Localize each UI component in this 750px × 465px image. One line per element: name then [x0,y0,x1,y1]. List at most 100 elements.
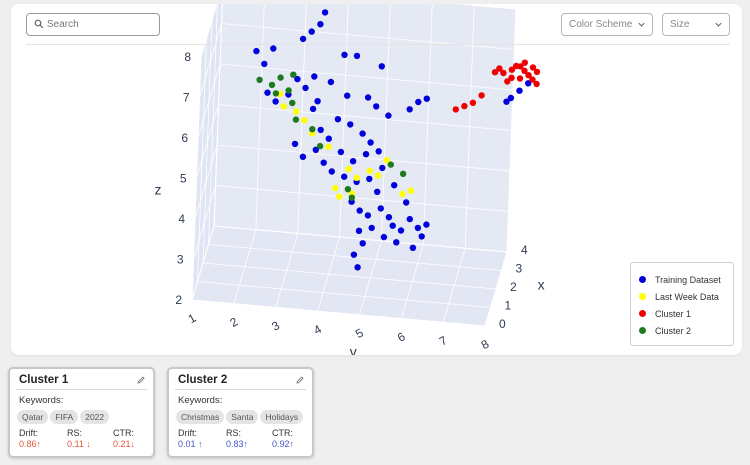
data-point [316,142,324,150]
data-point [355,227,363,234]
data-point [452,106,459,113]
metric-value: 0.92 [272,439,290,449]
metric-value: 0.11 [67,439,84,449]
data-point [491,69,499,76]
data-point [317,126,324,134]
data-point [327,78,335,86]
y-tick-label: 4 [311,322,324,338]
metric-label: CTR: [272,428,293,438]
data-point [469,99,477,107]
keyword-chip[interactable]: FIFA [50,410,79,424]
data-point [344,92,351,99]
keywords-label: Keywords: [19,395,64,406]
legend-label: Cluster 1 [655,309,692,319]
data-point [461,102,468,110]
data-point [418,233,425,240]
data-point [375,148,382,155]
data-point [344,186,352,193]
ctr-metric: CTR: 0.21↓ [113,428,135,449]
data-point [299,35,307,43]
size-select[interactable]: Size [662,13,730,36]
data-point [302,84,309,92]
data-point [374,188,381,195]
data-point [311,73,318,80]
data-point [368,224,375,232]
legend-label: Cluster 2 [655,326,692,336]
data-point [496,65,503,72]
y-tick-label: 8 [479,337,492,353]
back-grid-line [216,144,511,172]
keyword-chip[interactable]: Santa [226,410,259,424]
metric-label: Drift: [19,428,38,438]
divider [16,389,147,390]
data-point [409,244,417,251]
data-point [321,9,329,16]
data-point [407,187,414,194]
keyword-chip[interactable]: Christmas [176,410,225,424]
data-point [270,45,277,52]
data-point [334,116,342,123]
metric-value: 0.86 [19,439,37,449]
data-point [517,63,524,70]
arrow-up-icon: ↑ [289,439,295,449]
data-point [285,87,292,94]
legend-marker [639,276,646,284]
keyword-chip[interactable]: 2022 [80,410,110,424]
z-tick-label: 4 [178,212,185,226]
data-point [353,52,361,60]
z-tick-label: 7 [183,91,190,105]
chart-legend: Training Dataset Last Week Data Cluster 1 C… [630,262,734,346]
data-point [423,221,430,228]
data-point [399,170,407,177]
keyword-chip[interactable]: Qatar [17,410,49,424]
data-point [478,92,485,99]
data-point [406,215,413,223]
keyword-chip[interactable]: Holidays [260,410,304,424]
data-point [393,239,400,246]
search-box[interactable] [26,13,160,36]
back-grid-line [215,185,509,212]
legend-marker [639,293,646,301]
data-point [508,66,516,73]
cluster-card-2[interactable]: Cluster 2 Keywords: Christmas Santa Holida… [167,367,314,458]
side-grid-line [208,4,218,245]
data-point [521,59,528,66]
data-point [293,108,300,115]
cluster-card-1[interactable]: Cluster 1 Keywords: Qatar FIFA 2022 Drift:… [8,367,155,458]
size-label: Size [670,19,690,30]
data-point [312,146,319,153]
data-point [533,68,541,76]
data-point [406,106,413,113]
legend-item[interactable]: Last Week Data [639,292,719,308]
arrow-up-icon: ↑ [36,439,42,449]
data-point [397,227,405,234]
data-point [337,148,345,156]
z-tick-label: 2 [175,293,182,307]
color-scheme-select[interactable]: Color Scheme [561,13,653,36]
edit-pencil-icon[interactable] [136,375,146,385]
data-point [385,214,393,221]
data-point [378,63,385,70]
metric-label: Drift: [178,428,197,438]
data-point [291,140,299,148]
data-point [423,95,430,102]
y-tick-label: 7 [437,333,450,349]
edit-pencil-icon[interactable] [295,375,305,385]
search-input[interactable] [47,16,152,33]
legend-item[interactable]: Training Dataset [639,275,721,291]
legend-item[interactable]: Cluster 1 [639,309,691,325]
data-point [264,89,271,96]
data-point [525,80,532,87]
data-point [325,135,332,142]
data-point [277,74,284,81]
x-axis-title: x [538,276,545,292]
data-point [362,151,370,158]
data-point [292,116,300,123]
data-point [349,158,357,165]
data-point [516,87,523,94]
legend-item[interactable]: Cluster 2 [639,326,691,342]
data-point [379,164,386,172]
arrow-up-icon: ↑ [198,439,203,449]
data-point [328,168,335,175]
